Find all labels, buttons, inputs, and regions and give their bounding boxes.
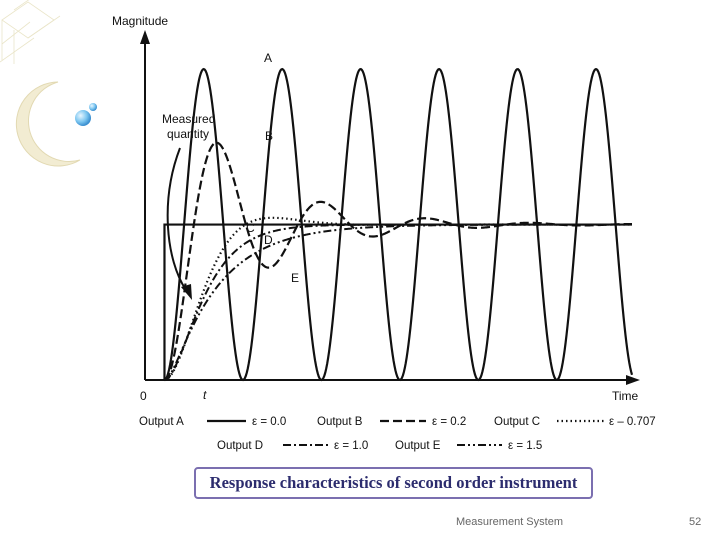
curve-output-a: [164, 67, 634, 382]
curve-label-c: C: [246, 221, 255, 235]
page-number: 52: [689, 516, 702, 528]
curve-label-b: B: [265, 129, 273, 143]
legend-item-b: Output B ε = 0.2: [317, 416, 466, 428]
input-step-line: [163, 223, 632, 380]
legend-item-a: Output A ε = 0.0: [139, 416, 286, 428]
decorative-logo: [0, 0, 97, 167]
step-time-label: t: [203, 388, 207, 402]
legend-damping-d: ε = 1.0: [334, 440, 368, 452]
curve-label-a: A: [264, 51, 272, 65]
origin-label: 0: [140, 389, 147, 403]
legend-item-d: Output D ε = 1.0: [217, 440, 368, 452]
legend-damping-c: ε – 0.707: [609, 416, 656, 428]
x-axis-label: Time: [612, 389, 639, 403]
y-axis-label: Magnitude: [112, 14, 168, 28]
legend-damping-a: ε = 0.0: [252, 416, 286, 428]
curve-output-e: [164, 223, 632, 381]
crescent-shape: [15, 81, 81, 167]
curve-label-e: E: [291, 271, 299, 285]
caption-box: Response characteristics of second order…: [194, 467, 593, 499]
legend-item-c: Output C ε – 0.707: [494, 416, 656, 428]
y-axis-arrow: [140, 30, 150, 44]
response-chart: Magnitude Time 0 t Measured quantity A B…: [112, 14, 656, 452]
legend-name-e: Output E: [395, 440, 441, 452]
input-annotation-line1: Measured: [162, 112, 215, 126]
bubble-icon-large: [75, 110, 91, 126]
legend-name-b: Output B: [317, 416, 363, 428]
legend-name-d: Output D: [217, 440, 263, 452]
input-annotation: Measured quantity: [162, 112, 219, 141]
legend-damping-e: ε = 1.5: [508, 440, 542, 452]
input-annotation-arrow: [166, 147, 187, 291]
bubble-icon-small: [89, 103, 97, 111]
legend-item-e: Output E ε = 1.5: [395, 440, 542, 452]
legend-name-a: Output A: [139, 416, 184, 428]
x-axis-arrow: [626, 375, 640, 385]
input-annotation-line2: quantity: [167, 127, 209, 141]
footer-title: Measurement System: [456, 516, 563, 528]
caption-text: Response characteristics of second order…: [209, 473, 578, 492]
legend: Output A ε = 0.0 Output B ε = 0.2 Output…: [139, 416, 656, 452]
curve-output-d: [164, 223, 632, 381]
legend-name-c: Output C: [494, 416, 540, 428]
curve-label-d: D: [264, 233, 273, 247]
legend-damping-b: ε = 0.2: [432, 416, 466, 428]
curve-output-c: [164, 216, 632, 382]
input-annotation-arrowhead: [181, 284, 192, 300]
